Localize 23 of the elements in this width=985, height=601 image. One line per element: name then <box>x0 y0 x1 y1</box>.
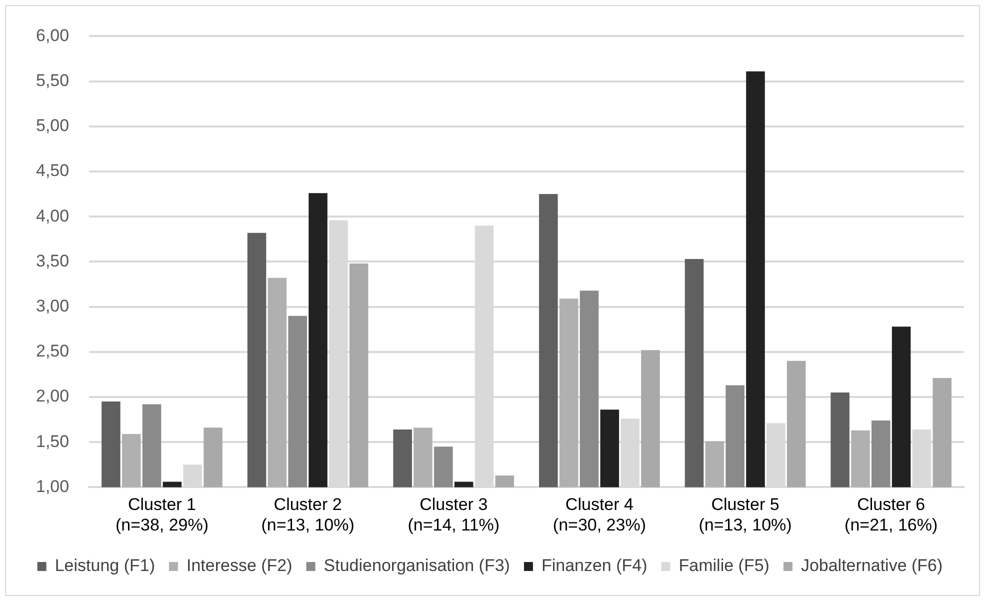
legend-label: Interesse (F2) <box>186 556 292 576</box>
y-tick-label: 1,50 <box>36 432 70 451</box>
y-tick-label: 5,50 <box>36 70 70 90</box>
y-tick-label: 4,50 <box>36 161 70 180</box>
x-tick-label: Cluster 1 (n=38, 29%) <box>115 495 209 534</box>
x-tick-label: Cluster 6 (n=21, 16%) <box>844 495 938 534</box>
x-tick-label: Cluster 5 (n=13, 10%) <box>698 495 792 534</box>
legend-label: Jobalternative (F6) <box>800 556 943 576</box>
x-tick-label: Cluster 2 (n=13, 10%) <box>261 495 354 534</box>
y-tick-label: 5,00 <box>36 116 70 136</box>
y-tick-label: 1,00 <box>36 476 70 496</box>
y-tick-label: 2,00 <box>36 386 70 406</box>
y-tick-label: 4,00 <box>36 206 70 226</box>
legend-label: Studienorganisation (F3) <box>324 556 510 576</box>
y-tick-label: 2,50 <box>36 342 70 361</box>
y-tick-label: 3,00 <box>36 296 70 316</box>
x-tick-label: Cluster 4 (n=30, 23%) <box>552 495 646 534</box>
y-tick-label: 6,00 <box>36 26 70 45</box>
x-tick-label: Cluster 3 (n=14, 11%) <box>408 495 500 534</box>
legend-label: Leistung (F1) <box>54 556 155 576</box>
y-tick-label: 3,50 <box>36 251 70 270</box>
legend-label: Finanzen (F4) <box>541 556 648 576</box>
legend-label: Familie (F5) <box>678 556 770 576</box>
